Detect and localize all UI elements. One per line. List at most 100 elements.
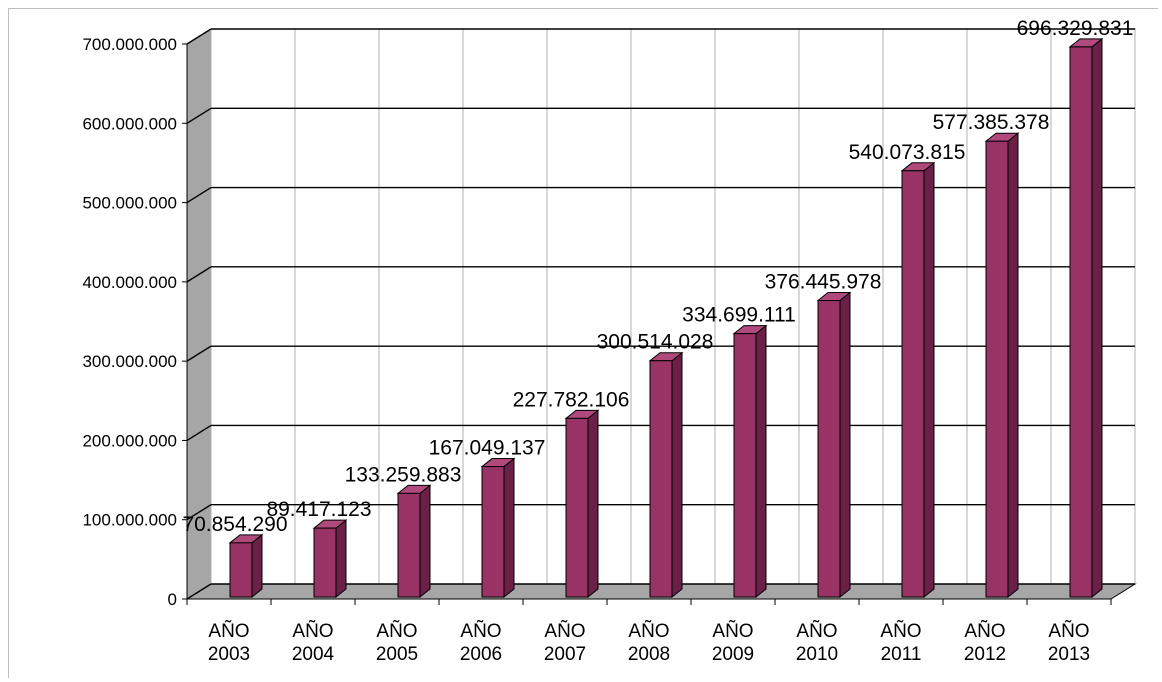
x-tick-label-line: AÑO xyxy=(292,620,333,642)
x-tick-label-line: 2005 xyxy=(376,644,418,665)
data-label: 133.259.883 xyxy=(345,463,462,486)
x-tick-label-line: 2007 xyxy=(544,644,586,665)
x-tick-label-line: AÑO xyxy=(712,620,753,642)
x-tick-label: AÑO 2011 xyxy=(880,620,921,665)
grid-line-side xyxy=(186,107,212,124)
grid-line-side xyxy=(186,504,212,521)
data-label: 376.445.978 xyxy=(765,271,882,294)
bar-front xyxy=(565,417,589,598)
x-tick-label: AÑO 2005 xyxy=(376,620,418,665)
x-tick-label-line: AÑO xyxy=(628,620,669,642)
data-label: 696.329.831 xyxy=(1017,17,1134,40)
x-tick-label-line: AÑO xyxy=(460,620,501,642)
bar-side xyxy=(419,484,431,599)
y-tick-label: 300.000.000 xyxy=(82,352,177,371)
data-label: 167.049.137 xyxy=(429,437,546,460)
x-tick-label: AÑO 2010 xyxy=(796,620,838,665)
x-tick-label: AÑO 2012 xyxy=(964,620,1006,665)
y-tick-label: 500.000.000 xyxy=(82,194,177,213)
data-label: 70.854.290 xyxy=(182,513,287,536)
bar-side xyxy=(755,324,767,599)
bar-front xyxy=(481,466,505,598)
bar-side xyxy=(671,351,683,599)
grid-lines xyxy=(182,28,1136,605)
bar-front xyxy=(985,140,1009,598)
x-tick-label-line: AÑO xyxy=(796,620,837,642)
x-tick-label-line: AÑO xyxy=(544,620,585,642)
bar-front xyxy=(649,360,673,598)
x-tick-label-line: AÑO xyxy=(208,620,249,642)
bar xyxy=(984,132,1020,599)
bar-front xyxy=(397,492,421,598)
y-tick-label: 600.000.000 xyxy=(82,114,177,133)
bar-side xyxy=(839,291,851,599)
y-tick-label: 400.000.000 xyxy=(82,273,177,292)
x-tick-label-line: 2003 xyxy=(208,644,250,665)
x-tick-label: AÑO 2009 xyxy=(712,620,754,665)
bar xyxy=(480,457,516,599)
bar xyxy=(396,484,432,599)
x-tick-label-line: AÑO xyxy=(964,620,1005,642)
data-label: 577.385.378 xyxy=(933,111,1050,134)
bar-side xyxy=(1091,37,1103,599)
x-tick-label-line: 2011 xyxy=(881,644,922,665)
y-tick-label: 200.000.000 xyxy=(82,431,177,450)
bar-chart: 0 100.000.000 200.000.000 300.000.000 400.00… xyxy=(82,17,1137,665)
x-tick-label-line: 2010 xyxy=(796,644,838,665)
x-tick-label: AÑO 2006 xyxy=(460,620,502,665)
bar xyxy=(1068,37,1104,599)
bar xyxy=(816,291,852,599)
grid-line-side xyxy=(186,266,212,283)
data-label: 89.417.123 xyxy=(266,498,371,521)
x-tick-label: AÑO 2007 xyxy=(544,620,586,665)
bar-front xyxy=(313,527,337,598)
bar xyxy=(312,519,348,599)
x-tick-label-line: 2009 xyxy=(712,644,754,665)
bar-side xyxy=(1007,132,1019,599)
x-tick-label: AÑO 2013 xyxy=(1048,620,1090,665)
grid-line-side xyxy=(186,186,212,204)
x-tick-label-line: 2008 xyxy=(628,644,670,665)
y-tick-label: 100.000.000 xyxy=(82,511,177,530)
data-label: 334.699.111 xyxy=(682,304,796,327)
x-tick-label: AÑO 2003 xyxy=(208,620,250,665)
data-label: 227.782.106 xyxy=(513,388,630,411)
bar-side xyxy=(335,519,347,599)
bars xyxy=(228,37,1104,599)
grid-line-side xyxy=(186,424,212,442)
bar xyxy=(900,161,936,599)
bar-side xyxy=(587,409,599,599)
bar xyxy=(228,533,264,599)
bar-front xyxy=(733,333,757,598)
chart-container: 0 100.000.000 200.000.000 300.000.000 400.00… xyxy=(8,8,1158,678)
x-tick-label: AÑO 2004 xyxy=(292,620,335,665)
bar xyxy=(648,351,684,599)
grid-line-side xyxy=(186,345,212,362)
data-label: 300.514.028 xyxy=(597,331,714,354)
bar-side xyxy=(251,533,263,599)
x-tick-label-line: AÑO xyxy=(1048,620,1089,642)
bar xyxy=(732,324,768,599)
bar-front xyxy=(1069,46,1093,598)
x-tick-label-line: AÑO xyxy=(376,620,417,642)
x-tick-label-line: 2006 xyxy=(460,644,502,665)
bar-side xyxy=(923,161,935,599)
bar xyxy=(564,409,600,599)
data-label: 540.073.815 xyxy=(849,141,966,164)
bar-front xyxy=(817,300,841,598)
x-tick-label-line: 2013 xyxy=(1048,644,1090,665)
bar-side xyxy=(503,457,515,599)
x-tick-label-line: 2004 xyxy=(292,644,335,665)
x-tick-label: AÑO 2008 xyxy=(628,620,670,665)
y-tick-label: 0 xyxy=(168,590,177,609)
y-axis-labels: 0 100.000.000 200.000.000 300.000.000 400.00… xyxy=(82,35,177,609)
y-tick-label: 700.000.000 xyxy=(82,35,177,54)
grid-line-side xyxy=(186,28,212,45)
grid-line-side xyxy=(186,583,212,600)
bar-front xyxy=(901,170,925,598)
bar-front xyxy=(229,542,253,598)
x-tick-label-line: AÑO xyxy=(880,620,921,642)
x-tick-label-line: 2012 xyxy=(964,644,1006,665)
